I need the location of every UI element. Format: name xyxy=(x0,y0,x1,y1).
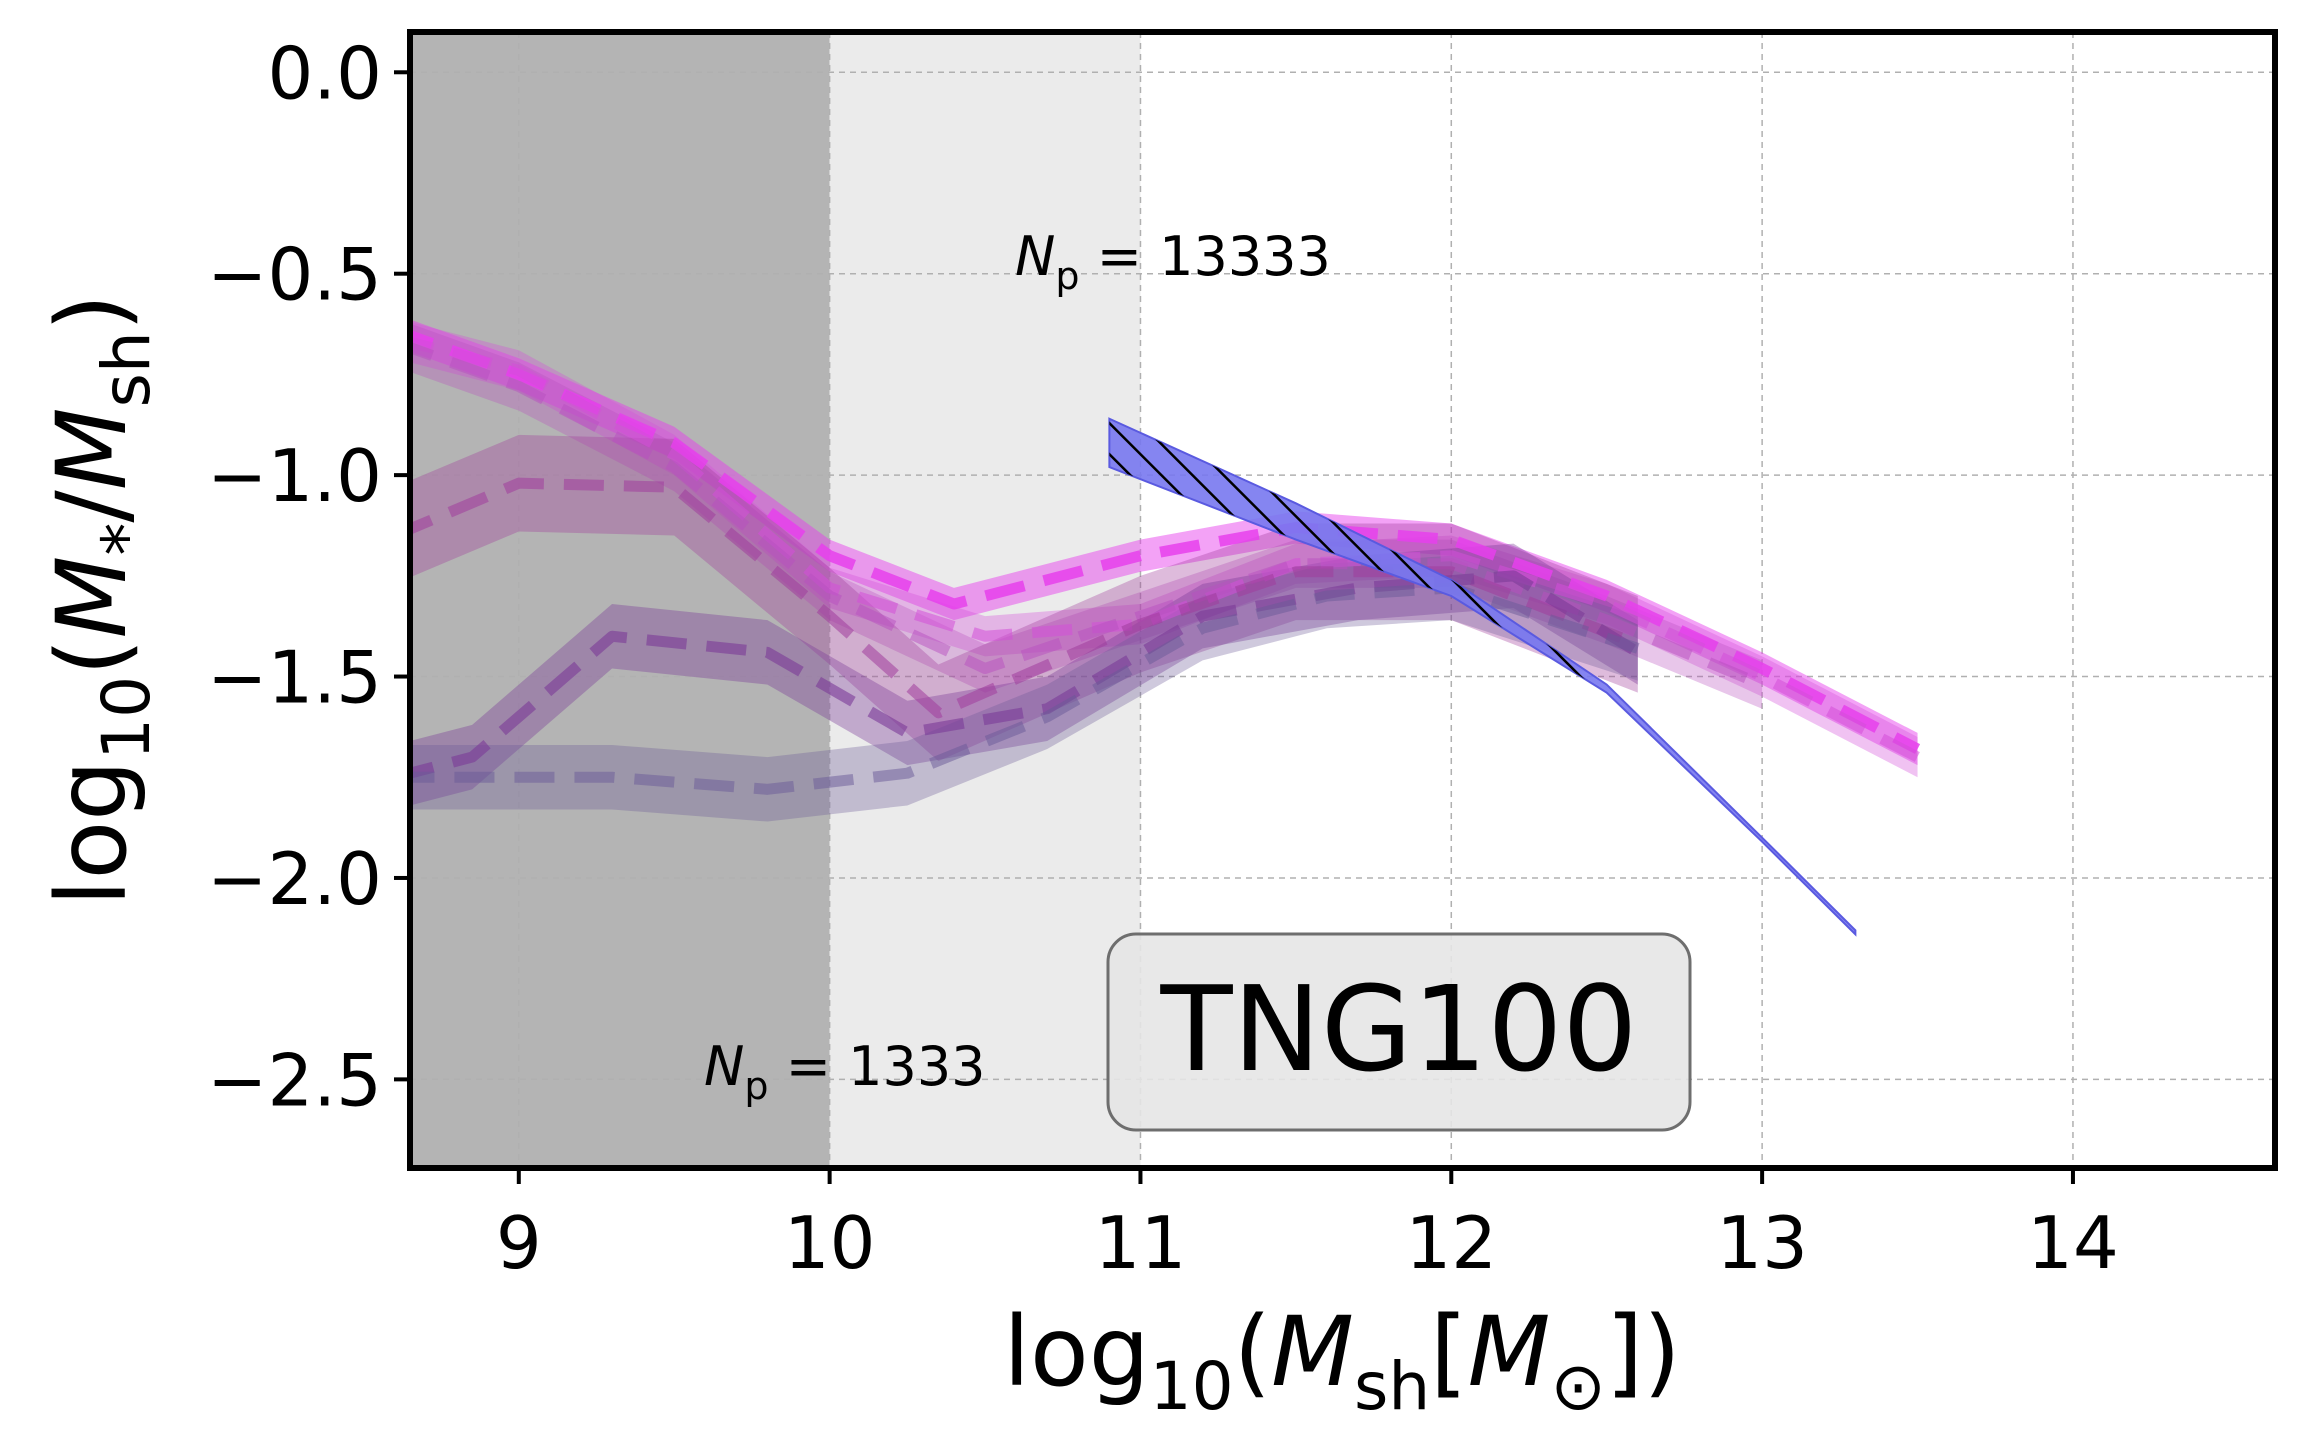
y-tick-label: −0.5 xyxy=(207,233,382,317)
x-ticks: 9 10 11 12 13 14 xyxy=(496,1168,2119,1285)
x-tick-label: 12 xyxy=(1405,1201,1497,1285)
shaded-region-1 xyxy=(410,32,830,1168)
reference-band xyxy=(1108,417,1857,937)
x-tick-label: 10 xyxy=(784,1201,876,1285)
series-line-1 xyxy=(410,329,1921,754)
x-tick-label: 11 xyxy=(1095,1201,1187,1285)
series-band-6 xyxy=(410,555,1638,822)
y-tick-label: −1.5 xyxy=(207,636,382,720)
plot-frame xyxy=(407,29,2278,1171)
annotation-np-13333: Np = 13333 xyxy=(1015,225,1331,298)
y-tick-label: −2.5 xyxy=(207,1038,382,1122)
shaded-regions xyxy=(410,32,1141,1168)
reference-band-hatch xyxy=(1109,418,1856,935)
series-band-1 xyxy=(410,319,1918,766)
series-line-3 xyxy=(410,341,1765,690)
series-band-5 xyxy=(410,543,1638,806)
y-tick-label: −1.0 xyxy=(207,434,382,518)
series-line-4 xyxy=(410,477,1640,719)
y-tick-label: −2.0 xyxy=(207,837,382,921)
annotation-np-1333: Np = 1333 xyxy=(704,1035,986,1108)
series-lines xyxy=(410,329,1921,795)
simulation-label-box xyxy=(1106,932,1692,1132)
series-line-2 xyxy=(410,336,1921,762)
x-tick-label: 9 xyxy=(496,1201,542,1285)
y-tick-label: 0.0 xyxy=(267,31,382,115)
y-ticks: 0.0 −0.5 −1.0 −1.5 −2.0 −2.5 xyxy=(207,31,410,1122)
x-axis-label: log10(Msh[M⊙]) xyxy=(1003,1296,1680,1425)
y-axis-label: log10(M*/Msh) xyxy=(36,294,165,906)
x-tick-label: 14 xyxy=(2027,1201,2119,1285)
series-line-6 xyxy=(410,582,1640,795)
series-band-4 xyxy=(410,434,1638,762)
simulation-label: TNG100 xyxy=(1159,960,1637,1098)
x-tick-label: 13 xyxy=(1716,1201,1808,1285)
